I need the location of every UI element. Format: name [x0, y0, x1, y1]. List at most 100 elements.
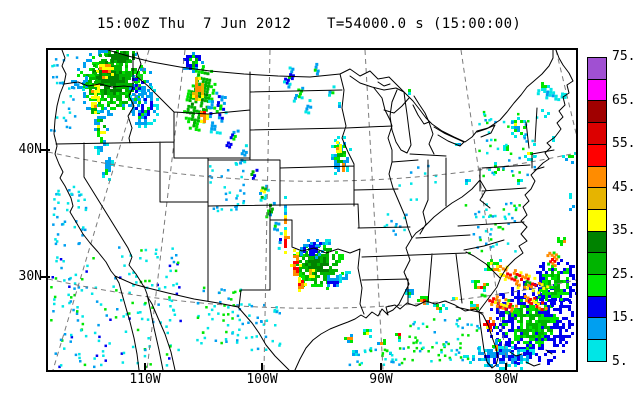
precip-pixel [511, 323, 514, 326]
precip-pixel [134, 53, 137, 56]
precip-pixel [111, 60, 114, 63]
precip-pixel [487, 349, 490, 352]
precip-pixel [421, 322, 425, 326]
gulf-coast [294, 300, 499, 370]
precip-pixel [200, 114, 203, 117]
precip-pixel [557, 255, 561, 259]
precip-pixel [190, 117, 194, 121]
precip-pixel [551, 298, 554, 301]
precip-pixel [67, 107, 71, 110]
precip-pixel [104, 86, 107, 89]
precip-pixel [508, 317, 511, 320]
precip-pixel [467, 334, 470, 337]
precip-pixel [551, 94, 555, 98]
precip-pixel [526, 314, 529, 317]
precip-pixel [481, 358, 484, 361]
precip-pixel [516, 286, 520, 290]
precip-pixel [487, 352, 490, 355]
precip-pixel [535, 308, 538, 311]
precip-pixel [198, 77, 201, 80]
precip-pixel [229, 142, 233, 146]
precip-pixel [234, 162, 238, 165]
precip-pixel [452, 297, 455, 300]
precip-pixel [225, 340, 228, 343]
precip-pixel [102, 67, 105, 70]
precip-pixel [518, 204, 521, 207]
precip-pixel [135, 90, 138, 93]
precip-pixel [191, 115, 195, 118]
precip-pixel [542, 262, 545, 265]
precip-pixel [53, 64, 56, 67]
precip-pixel [141, 113, 144, 116]
precip-pixel [517, 299, 520, 302]
precip-pixel [85, 76, 88, 79]
precip-pixel [83, 95, 86, 98]
precip-pixel [557, 240, 560, 243]
precip-pixel [383, 348, 387, 352]
precip-pixel [89, 107, 92, 110]
precip-pixel [420, 347, 424, 351]
precip-pixel [309, 269, 312, 272]
precip-pixel [529, 311, 532, 314]
precip-pixel [98, 92, 101, 95]
precip-pixel [548, 295, 551, 298]
precip-pixel [135, 78, 138, 81]
precip-pixel [525, 299, 528, 303]
precip-pixel [539, 274, 542, 277]
precip-pixel [559, 326, 562, 329]
precip-pixel [542, 280, 545, 283]
precip-pixel [116, 308, 119, 311]
precip-pixel [290, 264, 293, 267]
precip-pixel [566, 268, 569, 271]
precip-pixel [263, 197, 267, 201]
precip-pixel [466, 357, 470, 361]
precip-pixel [334, 139, 337, 142]
precip-pixel [194, 128, 198, 131]
precip-pixel [496, 308, 499, 311]
precip-pixel [278, 344, 281, 347]
precip-pixel [97, 84, 100, 87]
precip-pixel [116, 80, 119, 83]
precip-pixel [107, 113, 110, 116]
precip-pixel [493, 352, 496, 355]
precip-pixel [242, 201, 245, 205]
precip-pixel [487, 361, 490, 364]
precip-pixel [508, 355, 511, 358]
precip-pixel [337, 169, 340, 172]
precip-pixel [542, 277, 545, 280]
precip-pixel [336, 150, 339, 153]
precip-pixel [511, 355, 514, 358]
precip-pixel [107, 104, 110, 107]
precip-pixel [73, 225, 76, 229]
precip-pixel [315, 62, 319, 66]
precip-pixel [62, 116, 66, 120]
precip-pixel [305, 269, 308, 272]
precip-pixel [499, 361, 502, 364]
precip-pixel [517, 335, 520, 338]
precip-pixel [305, 266, 308, 269]
precip-pixel [192, 64, 195, 67]
precip-pixel [532, 305, 535, 308]
precip-pixel [138, 93, 141, 96]
precip-pixel [541, 317, 544, 320]
precip-pixel [507, 125, 510, 128]
precip-pixel [101, 74, 104, 77]
precip-pixel [520, 355, 523, 358]
precip-pixel [302, 266, 305, 269]
precip-pixel [208, 99, 212, 103]
precip-pixel [315, 250, 318, 253]
precip-pixel [190, 90, 194, 94]
precip-pixel [526, 277, 530, 281]
precip-pixel [542, 274, 545, 277]
precip-pixel [311, 257, 314, 260]
precip-pixel [110, 71, 113, 74]
precip-pixel [545, 283, 548, 286]
precip-pixel [213, 127, 217, 131]
precip-pixel [314, 281, 317, 284]
precip-pixel [52, 223, 55, 226]
precip-pixel [63, 347, 66, 350]
precip-pixel [505, 323, 508, 326]
precip-pixel [284, 236, 287, 239]
precip-pixel [212, 88, 216, 92]
precip-pixel [495, 326, 498, 329]
